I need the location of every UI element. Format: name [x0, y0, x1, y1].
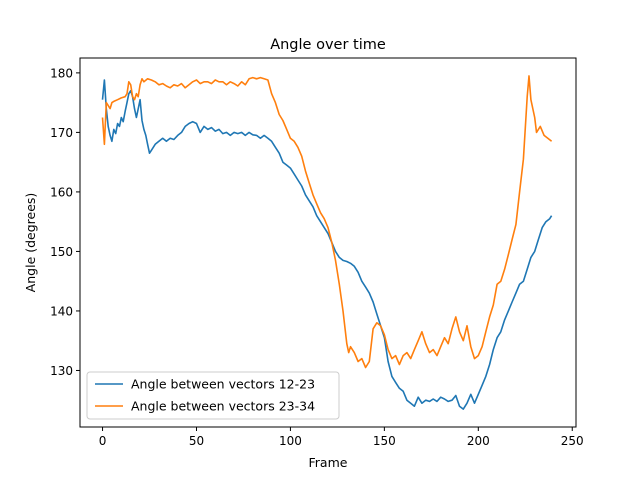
y-tick-label: 180 [50, 66, 73, 80]
y-axis-label: Angle (degrees) [23, 193, 38, 293]
plot-lines [101, 75, 553, 410]
y-tick-label: 140 [50, 304, 73, 318]
x-tick-label: 0 [99, 434, 107, 448]
series-line-2 [101, 75, 553, 369]
legend: Angle between vectors 12-23 Angle betwee… [86, 371, 340, 420]
y-axis-ticks: 130 140 150 160 170 180 [50, 66, 80, 378]
x-axis-ticks: 0 50 100 150 200 250 [99, 427, 584, 448]
y-tick-label: 160 [50, 185, 73, 199]
x-tick-label: 50 [189, 434, 204, 448]
x-tick-label: 100 [279, 434, 302, 448]
y-tick-label: 170 [50, 126, 73, 140]
x-axis-label: Frame [309, 455, 348, 470]
series-line-1 [101, 79, 553, 410]
x-tick-label: 250 [561, 434, 584, 448]
chart-title: Angle over time [270, 37, 386, 53]
legend-label-series-2: Angle between vectors 23-34 [131, 399, 315, 414]
legend-box [86, 371, 340, 420]
x-tick-label: 200 [467, 434, 490, 448]
plot-frame [79, 57, 577, 428]
legend-label-series-1: Angle between vectors 12-23 [131, 377, 315, 392]
x-tick-label: 150 [373, 434, 396, 448]
y-tick-label: 130 [50, 364, 73, 378]
y-tick-label: 150 [50, 245, 73, 259]
